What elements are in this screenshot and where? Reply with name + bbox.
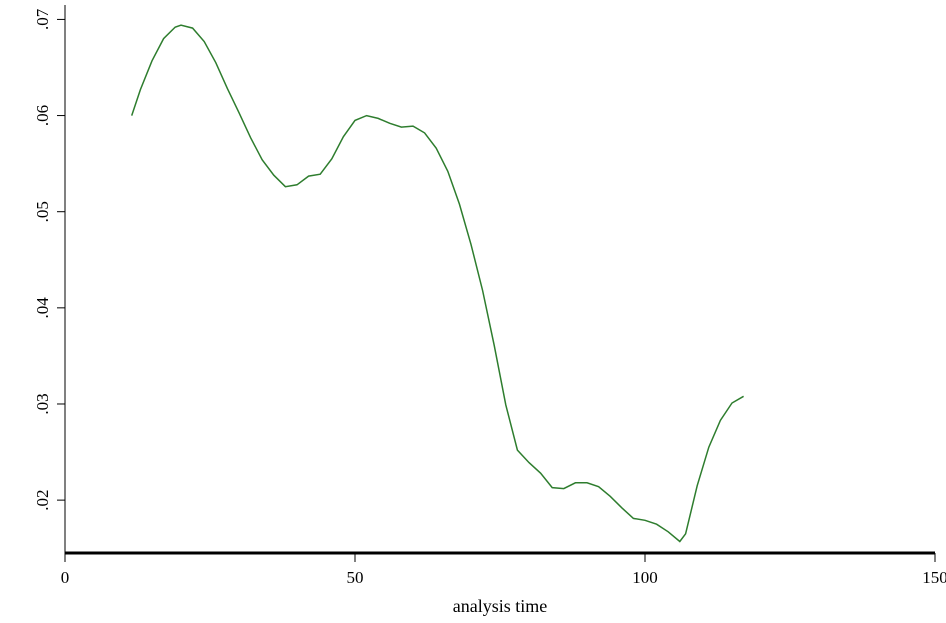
series-line	[130, 24, 744, 543]
y-tick-label: .06	[33, 105, 52, 126]
x-tick-label: 50	[347, 568, 364, 587]
x-tick-label: 0	[61, 568, 70, 587]
x-tick-label: 100	[632, 568, 658, 587]
y-axis-ticks: .02 .03 .04 .05 .06 .07	[33, 8, 65, 511]
x-axis-title: analysis time	[453, 596, 547, 616]
x-tick-label: 150	[922, 568, 946, 587]
y-tick-label: .03	[33, 393, 52, 414]
y-tick-label: .05	[33, 201, 52, 222]
x-axis-ticks: 0 50 100 150	[61, 553, 946, 587]
y-tick-label: .04	[33, 297, 52, 319]
y-tick-label: .07	[33, 8, 52, 30]
y-tick-label: .02	[33, 489, 52, 510]
